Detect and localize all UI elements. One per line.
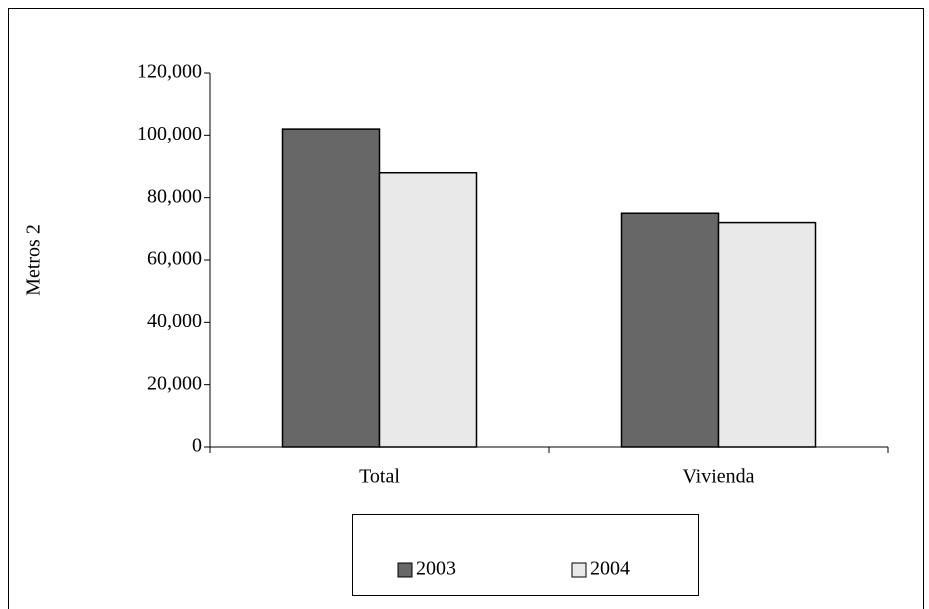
legend-label: 2004	[590, 558, 630, 580]
y-tick-label: 20,000	[147, 372, 202, 394]
bar	[620, 212, 720, 448]
y-tick-label: 120,000	[137, 61, 202, 83]
y-tick-label: 60,000	[147, 248, 202, 270]
y-tick-label: 40,000	[147, 310, 202, 332]
x-tick-label: Total	[359, 466, 400, 488]
legend-label: 2003	[416, 558, 456, 580]
x-tick-label: Vivienda	[682, 466, 754, 488]
legend-swatch	[571, 562, 587, 578]
chart-frame	[8, 8, 924, 609]
legend-swatch	[397, 562, 413, 578]
bar	[717, 221, 817, 448]
bar	[378, 171, 478, 448]
y-tick-label: 80,000	[147, 185, 202, 207]
bar	[281, 128, 381, 448]
y-axis-label: Metros 2	[23, 224, 45, 296]
legend-box	[352, 514, 699, 596]
y-tick-label: 100,000	[137, 123, 202, 145]
y-tick-label: 0	[192, 435, 202, 457]
